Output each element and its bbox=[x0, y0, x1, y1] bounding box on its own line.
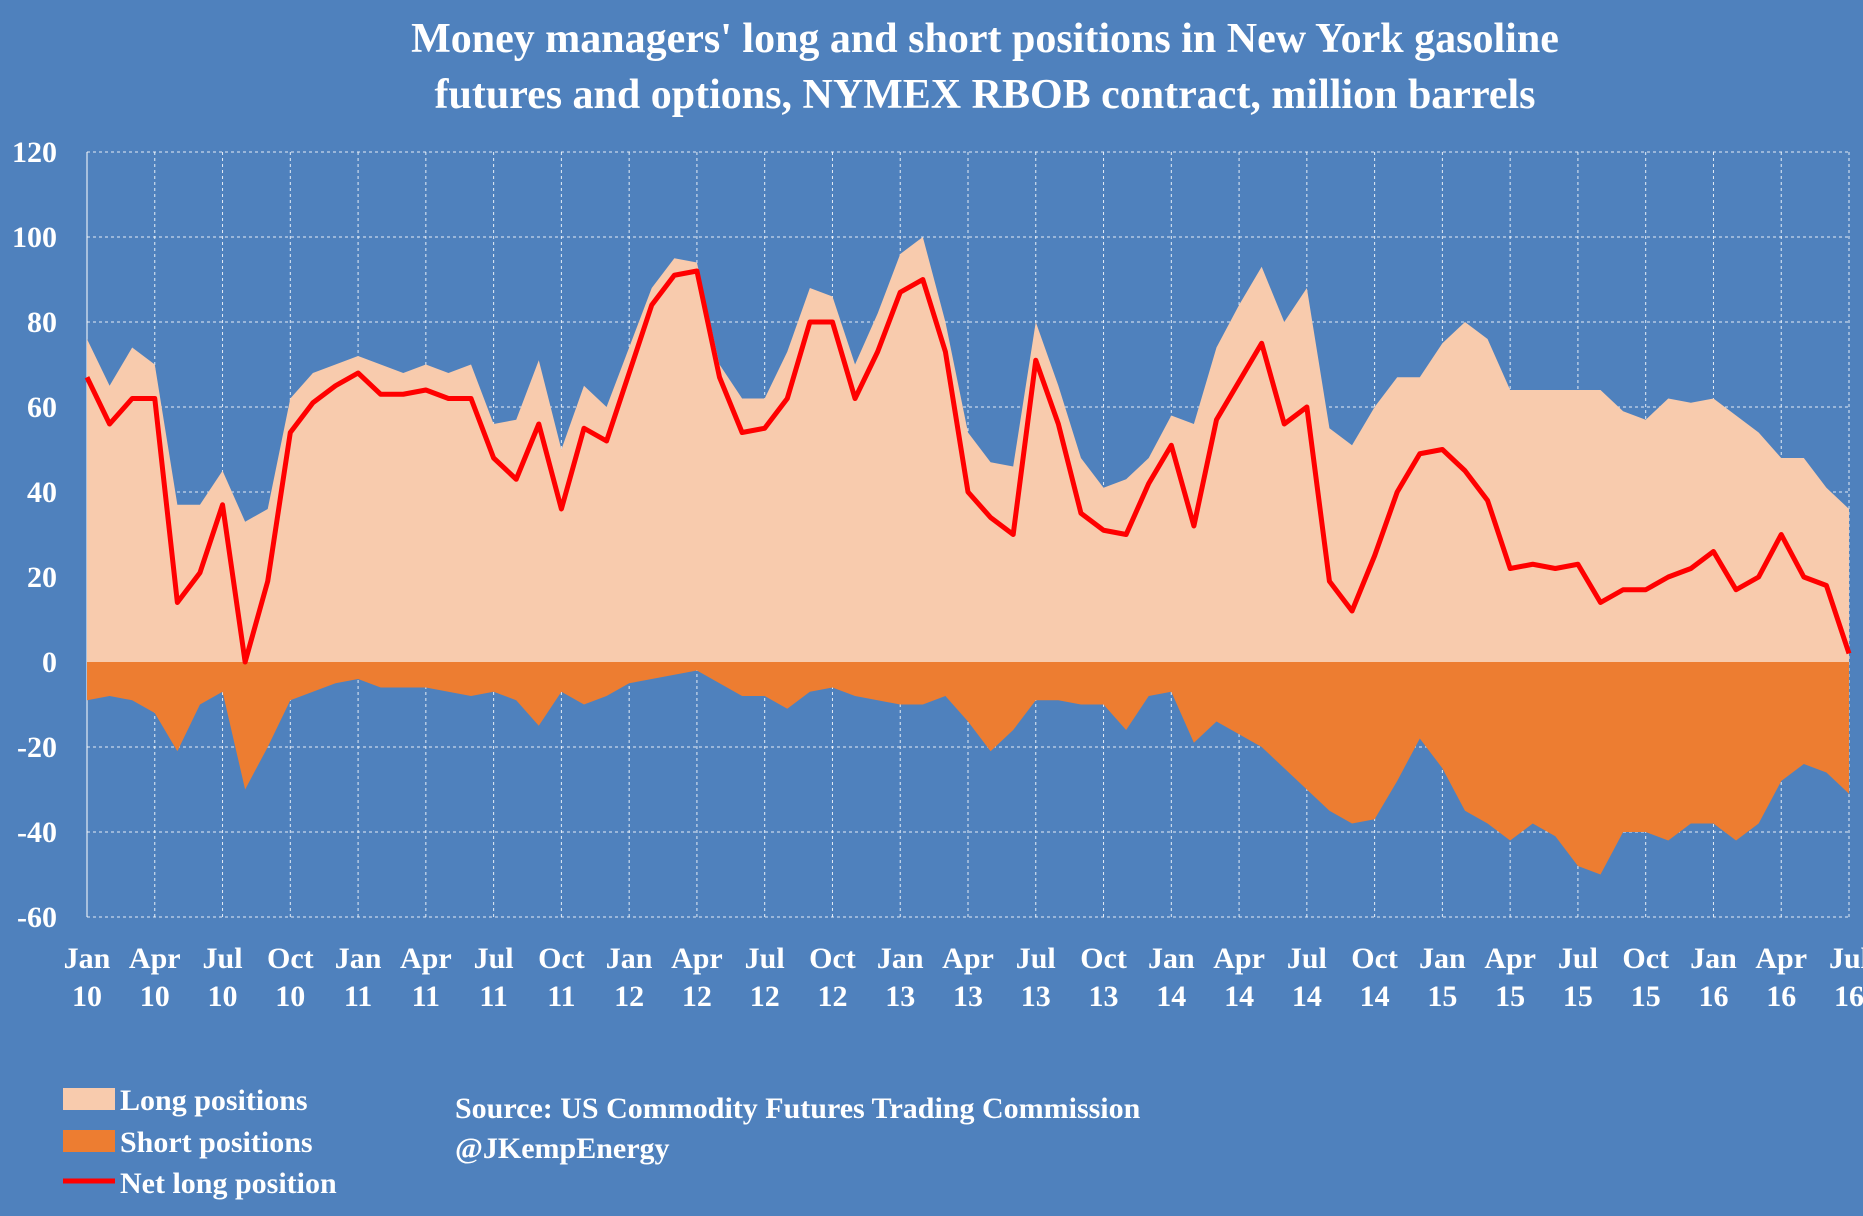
x-tick-month: Jan bbox=[877, 942, 924, 975]
short-positions-area-group bbox=[87, 662, 1849, 875]
x-tick-year: 13 bbox=[1021, 980, 1051, 1013]
y-tick-label: 100 bbox=[12, 221, 57, 254]
x-tick-year: 10 bbox=[140, 980, 170, 1013]
x-tick-month: Oct bbox=[809, 942, 856, 975]
x-tick-month: Apr bbox=[1755, 942, 1807, 975]
y-tick-label: 20 bbox=[27, 561, 57, 594]
x-tick-month: Apr bbox=[942, 942, 994, 975]
y-tick-label: 80 bbox=[27, 306, 57, 339]
x-tick-month: Jan bbox=[1690, 942, 1737, 975]
legend-label-net: Net long position bbox=[120, 1167, 337, 1200]
legend-label-long: Long positions bbox=[120, 1084, 308, 1117]
legend: Long positions Short positions Net long … bbox=[63, 1084, 337, 1200]
x-tick-year: 13 bbox=[1089, 980, 1119, 1013]
x-tick-month: Oct bbox=[267, 942, 314, 975]
x-tick-month: Jan bbox=[64, 942, 111, 975]
x-tick-month: Apr bbox=[1484, 942, 1536, 975]
y-tick-label: -40 bbox=[17, 816, 57, 849]
x-tick-year: 16 bbox=[1766, 980, 1796, 1013]
x-tick-year: 10 bbox=[275, 980, 305, 1013]
chart-title-line-1: Money managers' long and short positions… bbox=[411, 16, 1559, 62]
x-tick-year: 15 bbox=[1563, 980, 1593, 1013]
x-tick-year: 11 bbox=[479, 980, 507, 1013]
x-tick-year: 16 bbox=[1698, 980, 1728, 1013]
x-tick-year: 15 bbox=[1495, 980, 1525, 1013]
x-tick-month: Jan bbox=[1148, 942, 1195, 975]
x-tick-year: 11 bbox=[344, 980, 372, 1013]
y-tick-label: 40 bbox=[27, 476, 57, 509]
x-tick-year: 10 bbox=[72, 980, 102, 1013]
x-tick-year: 12 bbox=[750, 980, 780, 1013]
x-tick-month: Jul bbox=[1558, 942, 1598, 975]
x-tick-year: 14 bbox=[1360, 980, 1390, 1013]
x-tick-month: Apr bbox=[671, 942, 723, 975]
net-long-position-line bbox=[84, 268, 1852, 665]
x-tick-year: 14 bbox=[1224, 980, 1254, 1013]
y-tick-label: 0 bbox=[42, 646, 57, 679]
x-tick-month: Jul bbox=[745, 942, 785, 975]
x-tick-month: Oct bbox=[1351, 942, 1398, 975]
x-tick-month: Apr bbox=[1213, 942, 1265, 975]
x-tick-month: Jan bbox=[1419, 942, 1466, 975]
x-tick-month: Oct bbox=[1080, 942, 1127, 975]
source-note: Source: US Commodity Futures Trading Com… bbox=[455, 1092, 1141, 1165]
y-axis-tick-labels: 120 100 80 60 40 20 0 -20 -40 -60 bbox=[12, 136, 57, 934]
y-tick-label: 120 bbox=[12, 136, 57, 169]
x-tick-year: 12 bbox=[614, 980, 644, 1013]
legend-label-short: Short positions bbox=[120, 1126, 313, 1159]
short-positions-area bbox=[87, 662, 1849, 875]
x-tick-month: Oct bbox=[1622, 942, 1669, 975]
x-tick-month: Jul bbox=[203, 942, 243, 975]
x-tick-year: 11 bbox=[547, 980, 575, 1013]
x-tick-month: Jul bbox=[1829, 942, 1863, 975]
x-tick-year: 15 bbox=[1427, 980, 1457, 1013]
y-tick-label: 60 bbox=[27, 391, 57, 424]
x-tick-month: Jan bbox=[606, 942, 653, 975]
x-tick-year: 12 bbox=[682, 980, 712, 1013]
x-tick-year: 10 bbox=[208, 980, 238, 1013]
y-tick-label: -60 bbox=[17, 901, 57, 934]
x-tick-month: Jul bbox=[474, 942, 514, 975]
source-line: Source: US Commodity Futures Trading Com… bbox=[455, 1092, 1141, 1125]
x-tick-year: 13 bbox=[953, 980, 983, 1013]
x-axis-tick-labels: Jan 10 Apr 10 Jul 10 Oct 10 Jan 11 Apr 11 Jul 11 Oct 11… bbox=[64, 942, 1863, 1013]
net-long-position-line-group bbox=[84, 268, 1852, 665]
x-tick-year: 11 bbox=[412, 980, 440, 1013]
long-positions-area-group bbox=[87, 237, 1849, 662]
x-tick-year: 15 bbox=[1631, 980, 1661, 1013]
y-tick-label: -20 bbox=[17, 731, 57, 764]
x-tick-year: 12 bbox=[817, 980, 847, 1013]
x-tick-year: 13 bbox=[885, 980, 915, 1013]
x-tick-year: 16 bbox=[1834, 980, 1863, 1013]
x-tick-year: 14 bbox=[1156, 980, 1186, 1013]
x-tick-month: Apr bbox=[129, 942, 181, 975]
x-tick-month: Apr bbox=[400, 942, 452, 975]
author-handle: @JKempEnergy bbox=[455, 1132, 670, 1165]
long-positions-area bbox=[87, 237, 1849, 662]
legend-swatch-short bbox=[63, 1130, 115, 1152]
x-tick-month: Oct bbox=[538, 942, 585, 975]
x-tick-year: 14 bbox=[1292, 980, 1322, 1013]
x-tick-month: Jan bbox=[335, 942, 382, 975]
x-tick-month: Jul bbox=[1287, 942, 1327, 975]
x-tick-month: Jul bbox=[1016, 942, 1056, 975]
legend-swatch-long bbox=[63, 1088, 115, 1110]
chart-title-line-2: futures and options, NYMEX RBOB contract… bbox=[435, 72, 1536, 118]
